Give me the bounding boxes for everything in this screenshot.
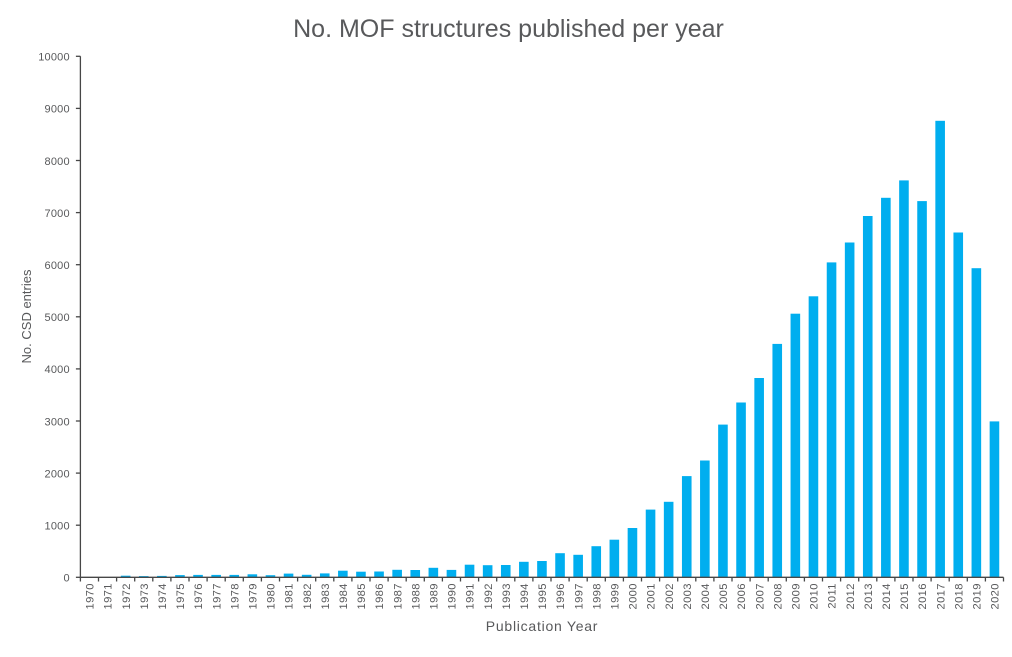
svg-text:1981: 1981 bbox=[284, 583, 296, 609]
svg-text:1996: 1996 bbox=[555, 583, 567, 609]
svg-text:0: 0 bbox=[63, 573, 69, 585]
svg-text:2000: 2000 bbox=[628, 583, 640, 609]
svg-text:No. MOF structures published p: No. MOF structures published per year bbox=[293, 15, 724, 43]
svg-text:1994: 1994 bbox=[519, 583, 531, 609]
svg-text:2001: 2001 bbox=[646, 583, 658, 609]
svg-text:2013: 2013 bbox=[863, 583, 875, 609]
svg-text:2003: 2003 bbox=[682, 583, 694, 609]
svg-text:1977: 1977 bbox=[211, 583, 223, 609]
svg-text:1983: 1983 bbox=[320, 583, 332, 609]
svg-text:2004: 2004 bbox=[700, 583, 712, 609]
svg-text:1991: 1991 bbox=[465, 583, 477, 609]
svg-text:8000: 8000 bbox=[45, 156, 70, 168]
svg-text:4000: 4000 bbox=[45, 364, 70, 376]
svg-text:1985: 1985 bbox=[356, 583, 368, 609]
svg-text:1993: 1993 bbox=[501, 583, 513, 609]
svg-text:Publication Year: Publication Year bbox=[486, 618, 598, 634]
svg-text:9000: 9000 bbox=[45, 104, 70, 116]
svg-text:1979: 1979 bbox=[247, 583, 259, 609]
svg-text:2009: 2009 bbox=[790, 583, 802, 609]
svg-text:1995: 1995 bbox=[537, 583, 549, 609]
svg-text:1999: 1999 bbox=[609, 583, 621, 609]
svg-text:2010: 2010 bbox=[809, 583, 821, 609]
svg-text:1978: 1978 bbox=[229, 583, 241, 609]
svg-text:1997: 1997 bbox=[573, 583, 585, 609]
svg-text:2018: 2018 bbox=[953, 583, 965, 609]
svg-text:2000: 2000 bbox=[45, 468, 70, 480]
svg-text:1986: 1986 bbox=[374, 583, 386, 609]
svg-text:1974: 1974 bbox=[157, 583, 169, 609]
svg-text:No. CSD entries: No. CSD entries bbox=[19, 269, 34, 363]
svg-text:5000: 5000 bbox=[45, 312, 70, 324]
svg-text:2016: 2016 bbox=[917, 583, 929, 609]
svg-text:1987: 1987 bbox=[392, 583, 404, 609]
svg-text:2015: 2015 bbox=[899, 583, 911, 609]
svg-text:1998: 1998 bbox=[591, 583, 603, 609]
svg-text:2019: 2019 bbox=[971, 583, 983, 609]
svg-text:2020: 2020 bbox=[990, 583, 1002, 609]
svg-text:1980: 1980 bbox=[266, 583, 278, 609]
svg-text:1982: 1982 bbox=[302, 583, 314, 609]
svg-text:6000: 6000 bbox=[45, 260, 70, 272]
svg-text:2005: 2005 bbox=[718, 583, 730, 609]
svg-text:1975: 1975 bbox=[175, 583, 187, 609]
svg-text:1971: 1971 bbox=[103, 583, 115, 609]
svg-text:2017: 2017 bbox=[935, 583, 947, 609]
svg-text:2008: 2008 bbox=[772, 583, 784, 609]
svg-text:2007: 2007 bbox=[754, 583, 766, 609]
svg-text:1988: 1988 bbox=[410, 583, 422, 609]
svg-text:1992: 1992 bbox=[483, 583, 495, 609]
svg-text:1972: 1972 bbox=[121, 583, 133, 609]
svg-text:1973: 1973 bbox=[139, 583, 151, 609]
svg-text:7000: 7000 bbox=[45, 208, 70, 220]
svg-text:1984: 1984 bbox=[338, 583, 350, 609]
svg-text:2002: 2002 bbox=[664, 583, 676, 609]
svg-text:3000: 3000 bbox=[45, 416, 70, 428]
svg-text:2012: 2012 bbox=[845, 583, 857, 609]
svg-text:1989: 1989 bbox=[428, 583, 440, 609]
svg-text:1000: 1000 bbox=[45, 521, 70, 533]
svg-text:10000: 10000 bbox=[38, 52, 70, 64]
svg-text:1976: 1976 bbox=[193, 583, 205, 609]
svg-text:1970: 1970 bbox=[85, 583, 97, 609]
svg-text:2011: 2011 bbox=[827, 583, 839, 608]
svg-text:1990: 1990 bbox=[447, 583, 459, 609]
svg-text:2006: 2006 bbox=[736, 583, 748, 609]
svg-text:2014: 2014 bbox=[881, 583, 893, 609]
